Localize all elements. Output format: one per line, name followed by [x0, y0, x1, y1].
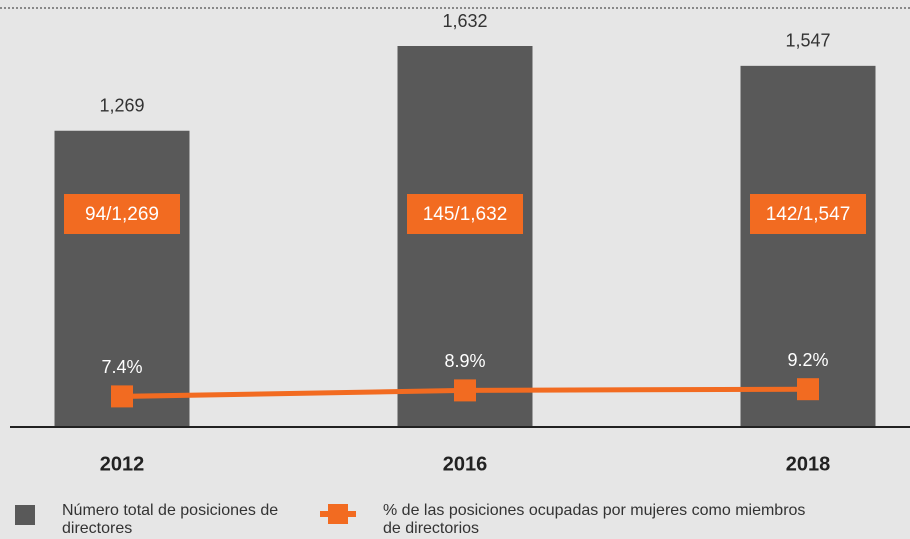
annotation: 94/1,269 [85, 204, 159, 225]
legend-marker [328, 504, 348, 524]
bar-value-label: 1,547 [785, 31, 830, 51]
x-tick-label: 2018 [786, 453, 831, 475]
annotation-box [750, 194, 866, 234]
bar-value-label: 1,632 [442, 11, 487, 31]
annotation: 145/1,632 [423, 204, 508, 225]
legend-swatch [15, 505, 35, 525]
bar [740, 65, 876, 427]
legend-label: % de las posiciones ocupadas por mujeres… [383, 502, 806, 537]
bar [54, 130, 190, 427]
line-marker [454, 379, 476, 402]
line-marker [797, 378, 819, 401]
bar [397, 46, 533, 427]
x-tick-label: 2012 [100, 453, 145, 475]
line-value-label: 7.4% [101, 357, 142, 377]
legend-label: Número total de posiciones de directores [62, 502, 279, 537]
annotation-box [64, 194, 180, 234]
line-value-label: 8.9% [444, 351, 485, 371]
annotation: 142/1,547 [766, 204, 851, 225]
bar-value-label: 1,269 [99, 95, 144, 115]
line-marker [111, 385, 133, 408]
x-tick-label: 2016 [443, 453, 488, 475]
annotation-box [407, 194, 523, 234]
line-value-label: 9.2% [787, 350, 828, 370]
